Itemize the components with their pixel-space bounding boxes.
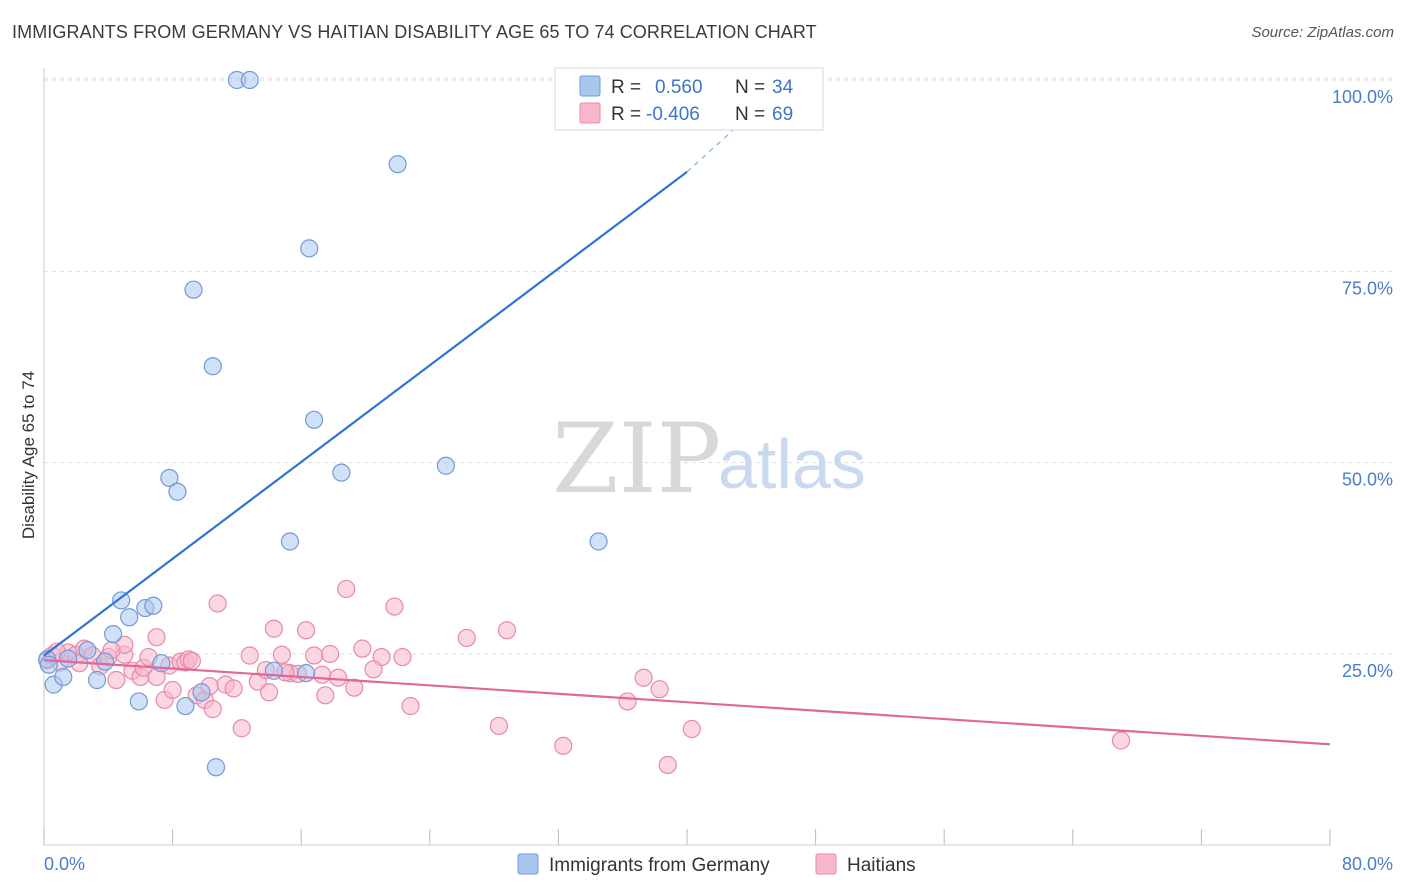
bottom-legend-swatch-pink xyxy=(815,853,837,875)
data-point xyxy=(203,700,222,719)
data-point xyxy=(259,683,279,702)
source-credit: Source: ZipAtlas.com xyxy=(1251,24,1394,41)
data-point xyxy=(78,641,97,660)
data-point xyxy=(224,679,243,698)
legend-n-label-pink: N = xyxy=(735,104,765,125)
data-point xyxy=(144,596,163,615)
legend-r-value-pink: -0.406 xyxy=(646,104,700,125)
data-point xyxy=(650,680,669,699)
legend-r-value-blue: 0.560 xyxy=(655,77,703,98)
data-point xyxy=(160,468,179,488)
data-point xyxy=(589,532,608,551)
data-point xyxy=(264,619,283,638)
data-point xyxy=(59,649,78,668)
y-tick-labels: 25.0% 50.0% 75.0% 100.0% xyxy=(1332,87,1393,681)
data-point xyxy=(54,667,73,687)
data-point xyxy=(304,410,324,429)
axes xyxy=(43,68,1331,846)
data-point xyxy=(240,70,259,90)
legend-n-label-blue: N = xyxy=(735,77,765,98)
legend-n-value-pink: 69 xyxy=(772,104,793,125)
data-point xyxy=(457,628,476,648)
data-point xyxy=(385,597,404,616)
data-point xyxy=(332,463,351,482)
data-point xyxy=(168,482,187,501)
data-point xyxy=(206,758,226,777)
bottom-legend-label-blue: Immigrants from Germany xyxy=(549,855,770,876)
data-point xyxy=(329,668,348,687)
data-point xyxy=(312,665,332,684)
data-point xyxy=(436,456,455,475)
watermark-atlas: atlas xyxy=(718,425,866,503)
data-point xyxy=(264,661,283,680)
data-point xyxy=(618,692,637,711)
data-point xyxy=(104,625,123,644)
data-point xyxy=(107,670,126,690)
data-point xyxy=(192,683,211,702)
bottom-legend-swatch-blue xyxy=(517,853,539,875)
legend-r-label-pink: R = xyxy=(611,104,641,125)
data-point xyxy=(182,651,201,670)
y-axis-label: Disability Age 65 to 74 xyxy=(19,371,38,539)
data-point xyxy=(147,628,166,647)
x-tick-label-min: 0.0% xyxy=(44,854,85,874)
data-point xyxy=(95,652,115,671)
data-point xyxy=(203,357,222,376)
data-point xyxy=(401,696,420,716)
legend-n-value-blue: 34 xyxy=(772,77,794,98)
data-point xyxy=(682,719,701,739)
y-tick-label-75: 75.0% xyxy=(1342,278,1393,298)
data-point xyxy=(208,594,227,613)
data-point xyxy=(184,280,203,299)
series-haitians xyxy=(38,579,1131,775)
data-point xyxy=(39,655,58,674)
data-point xyxy=(554,736,573,755)
grid xyxy=(44,77,1393,655)
data-point xyxy=(112,591,131,610)
legend-box: R = 0.560 N = 34 R = -0.406 N = 69 xyxy=(554,67,824,131)
legend-swatch-pink xyxy=(579,102,601,124)
chart-title: IMMIGRANTS FROM GERMANY VS HAITIAN DISAB… xyxy=(12,22,817,42)
data-point xyxy=(296,621,316,640)
data-point xyxy=(489,716,509,736)
data-point xyxy=(280,532,300,551)
data-point xyxy=(321,644,340,664)
data-point xyxy=(300,239,319,258)
bottom-legend-label-pink: Haitians xyxy=(847,855,916,876)
data-point xyxy=(316,686,335,705)
data-point xyxy=(388,155,407,174)
data-point xyxy=(634,668,653,687)
data-point xyxy=(240,646,259,665)
data-point xyxy=(129,692,148,711)
data-point xyxy=(120,608,139,627)
data-point xyxy=(497,621,517,640)
data-point xyxy=(393,647,412,667)
data-point xyxy=(87,670,107,690)
data-point xyxy=(1111,731,1131,750)
y-tick-label-50: 50.0% xyxy=(1342,470,1393,490)
watermark-zip: ZIP xyxy=(552,403,721,515)
y-tick-label-25: 25.0% xyxy=(1342,661,1393,681)
data-point xyxy=(304,646,324,665)
trendline-haitians xyxy=(43,659,1331,746)
data-point xyxy=(272,645,292,664)
data-point xyxy=(176,696,195,716)
trendline-immigrants-from-germany xyxy=(43,170,688,657)
data-point xyxy=(353,639,372,658)
data-point xyxy=(232,719,251,738)
legend-swatch-blue xyxy=(579,75,601,97)
data-point xyxy=(364,660,383,679)
watermark: ZIP atlas xyxy=(552,403,866,515)
x-tick-label-max: 80.0% xyxy=(1342,854,1393,874)
data-point xyxy=(296,664,316,683)
legend-r-label-blue: R = xyxy=(611,77,641,98)
bottom-legend: Immigrants from Germany Haitians xyxy=(517,853,916,876)
data-point xyxy=(337,579,356,599)
data-point xyxy=(163,680,182,700)
data-point xyxy=(658,755,677,775)
data-point xyxy=(345,678,364,697)
y-tick-label-100: 100.0% xyxy=(1332,87,1393,107)
